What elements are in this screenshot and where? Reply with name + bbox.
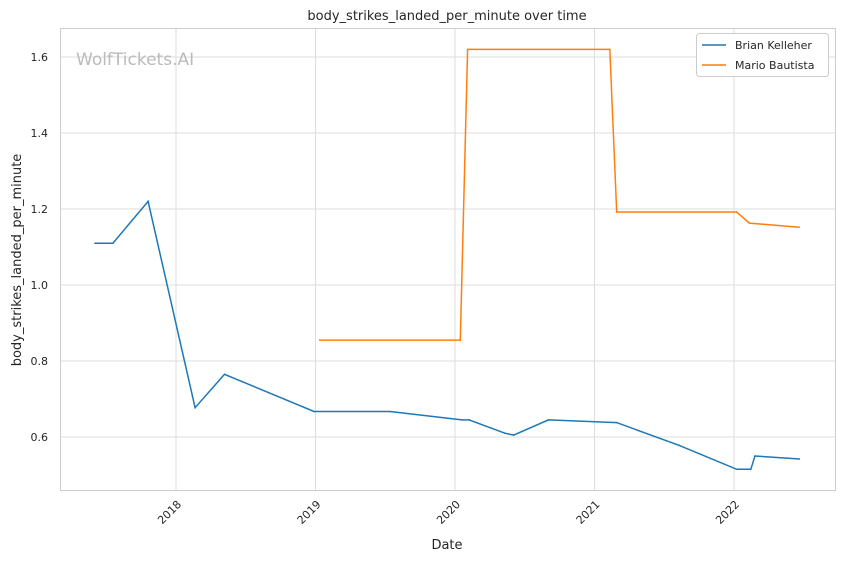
watermark: WolfTickets.AI	[76, 50, 194, 70]
data-point	[735, 468, 738, 471]
x-axis-label: Date	[431, 538, 462, 553]
x-tick-label: 2020	[434, 498, 463, 527]
data-point	[748, 222, 751, 224]
data-point	[389, 410, 391, 413]
data-point	[615, 421, 618, 424]
data-point	[466, 48, 469, 51]
y-tick-label: 1.6	[31, 51, 49, 64]
plot-frame	[60, 28, 836, 491]
data-point	[504, 432, 506, 435]
y-tick-label: 0.6	[31, 431, 49, 444]
data-point	[194, 406, 196, 409]
series-line-1	[319, 48, 800, 341]
y-tick-label: 1.2	[31, 203, 49, 216]
x-tick-label: 2021	[574, 498, 603, 527]
data-point	[313, 410, 315, 413]
y-tick-label: 1.4	[31, 127, 49, 140]
data-point	[318, 339, 321, 341]
data-point	[94, 242, 96, 244]
y-tick-label: 1.0	[31, 279, 49, 292]
data-point	[754, 455, 756, 457]
legend-label: Brian Kelleher	[735, 39, 812, 52]
data-point	[798, 458, 801, 460]
data-point	[461, 419, 463, 421]
data-point	[547, 419, 550, 421]
data-point	[223, 373, 226, 376]
legend-label: Mario Bautista	[735, 59, 814, 72]
data-point	[147, 200, 149, 203]
x-tick-label: 2018	[155, 498, 184, 527]
series-line-0	[95, 199, 800, 471]
x-tick-label: 2019	[295, 498, 324, 527]
data-point	[678, 444, 681, 447]
data-point	[615, 211, 618, 213]
legend: Brian Kelleher Mario Bautista	[696, 33, 829, 77]
data-point	[459, 339, 462, 341]
data-point	[798, 226, 801, 229]
y-tick-label: 0.8	[31, 355, 49, 368]
data-point	[468, 419, 470, 421]
data-point	[112, 242, 114, 244]
x-tick-label: 2022	[713, 498, 742, 527]
data-point	[512, 434, 515, 436]
y-axis-label: body_strikes_landed_per_minute	[10, 154, 25, 367]
data-point	[750, 468, 752, 471]
chart-title: body_strikes_landed_per_minute over time	[307, 9, 586, 24]
data-point	[735, 211, 738, 213]
data-point	[608, 48, 611, 51]
